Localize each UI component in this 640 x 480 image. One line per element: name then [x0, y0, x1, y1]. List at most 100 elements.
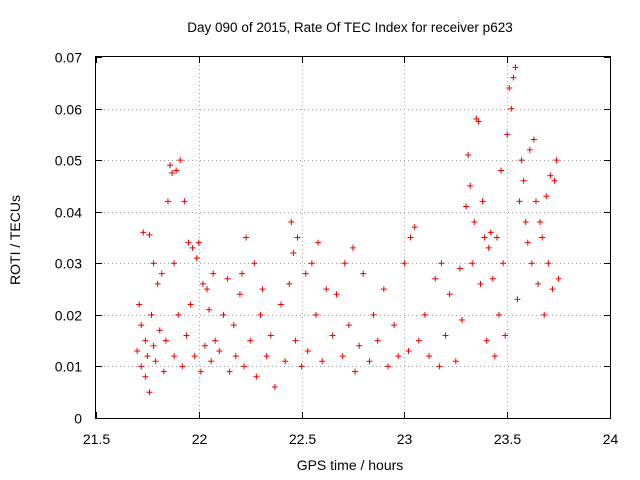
- data-point: [469, 260, 476, 267]
- y-tick-label: 0.06: [55, 102, 82, 118]
- data-point: [183, 332, 190, 339]
- data-point: [271, 384, 278, 391]
- data-point: [370, 311, 377, 318]
- data-point: [352, 368, 359, 375]
- data-point: [539, 234, 546, 241]
- data-point: [329, 332, 336, 339]
- data-point: [146, 231, 153, 238]
- data-point: [195, 239, 202, 246]
- data-point: [407, 234, 414, 241]
- data-point: [206, 306, 213, 313]
- data-point: [212, 337, 219, 344]
- plot-frame: [95, 56, 611, 419]
- data-point: [146, 389, 153, 396]
- data-point: [547, 172, 554, 179]
- data-point: [138, 322, 145, 329]
- data-point: [380, 286, 387, 293]
- data-point: [535, 280, 542, 287]
- data-point: [446, 291, 453, 298]
- data-point: [384, 363, 391, 370]
- data-point: [512, 64, 519, 71]
- y-axis-title: ROTI / TECUs: [7, 195, 23, 285]
- data-point: [140, 229, 147, 236]
- data-point: [134, 347, 141, 354]
- data-point: [489, 275, 496, 282]
- data-point: [543, 193, 550, 200]
- data-point: [294, 234, 301, 241]
- data-point: [339, 353, 346, 360]
- data-point: [537, 219, 544, 226]
- data-point: [263, 353, 270, 360]
- data-point: [171, 353, 178, 360]
- data-point: [226, 368, 233, 375]
- data-point: [179, 363, 186, 370]
- x-tick-label: 21.5: [83, 431, 110, 447]
- y-tick-label: 0.03: [55, 256, 82, 272]
- data-point: [452, 358, 459, 365]
- data-point: [541, 311, 548, 318]
- data-point: [236, 291, 243, 298]
- data-point: [224, 275, 231, 282]
- data-point: [481, 234, 488, 241]
- data-point: [532, 198, 539, 205]
- data-point: [154, 280, 161, 287]
- data-point: [177, 157, 184, 164]
- y-tick-label: 0.04: [55, 205, 82, 221]
- data-point: [189, 244, 196, 251]
- data-point: [366, 358, 373, 365]
- x-tick-label: 24: [603, 431, 619, 447]
- data-point: [193, 255, 200, 262]
- data-point: [345, 322, 352, 329]
- data-point: [288, 219, 295, 226]
- data-point: [491, 353, 498, 360]
- data-point: [201, 342, 208, 349]
- data-point: [144, 353, 151, 360]
- data-point: [333, 291, 340, 298]
- data-point: [160, 368, 167, 375]
- data-point: [516, 198, 523, 205]
- data-point: [411, 224, 418, 231]
- data-point: [278, 301, 285, 308]
- x-axis-title: GPS time / hours: [297, 457, 404, 473]
- data-point: [247, 337, 254, 344]
- data-point: [210, 270, 217, 277]
- data-point: [197, 368, 204, 375]
- data-point: [360, 270, 367, 277]
- data-point: [308, 260, 315, 267]
- data-point: [350, 244, 356, 251]
- data-point: [456, 265, 463, 272]
- x-tick-label: 22: [192, 431, 208, 447]
- data-point: [405, 347, 412, 354]
- data-point: [508, 105, 515, 112]
- y-tick-label: 0.01: [55, 359, 82, 375]
- data-point: [551, 177, 558, 184]
- data-point: [526, 146, 533, 153]
- x-tick-label: 22.5: [289, 431, 316, 447]
- data-point: [187, 301, 194, 308]
- data-point: [319, 358, 326, 365]
- data-point: [251, 260, 258, 267]
- data-point: [142, 373, 149, 380]
- data-point: [302, 270, 309, 277]
- data-point: [442, 332, 449, 339]
- data-point: [528, 260, 535, 267]
- data-point: [304, 347, 311, 354]
- data-point: [171, 260, 178, 267]
- data-point: [426, 353, 433, 360]
- data-point: [253, 373, 260, 380]
- data-point: [267, 332, 274, 339]
- data-point: [498, 167, 505, 174]
- data-point: [436, 363, 443, 370]
- data-point: [479, 198, 486, 205]
- y-tick-label: 0: [74, 411, 82, 427]
- data-point: [500, 260, 507, 267]
- data-point: [290, 249, 297, 256]
- data-point: [243, 234, 250, 241]
- y-tick-label: 0.07: [55, 50, 82, 66]
- data-point: [421, 311, 428, 318]
- data-point: [138, 363, 145, 370]
- data-point: [259, 286, 266, 293]
- data-point: [463, 203, 470, 210]
- data-point: [477, 280, 484, 287]
